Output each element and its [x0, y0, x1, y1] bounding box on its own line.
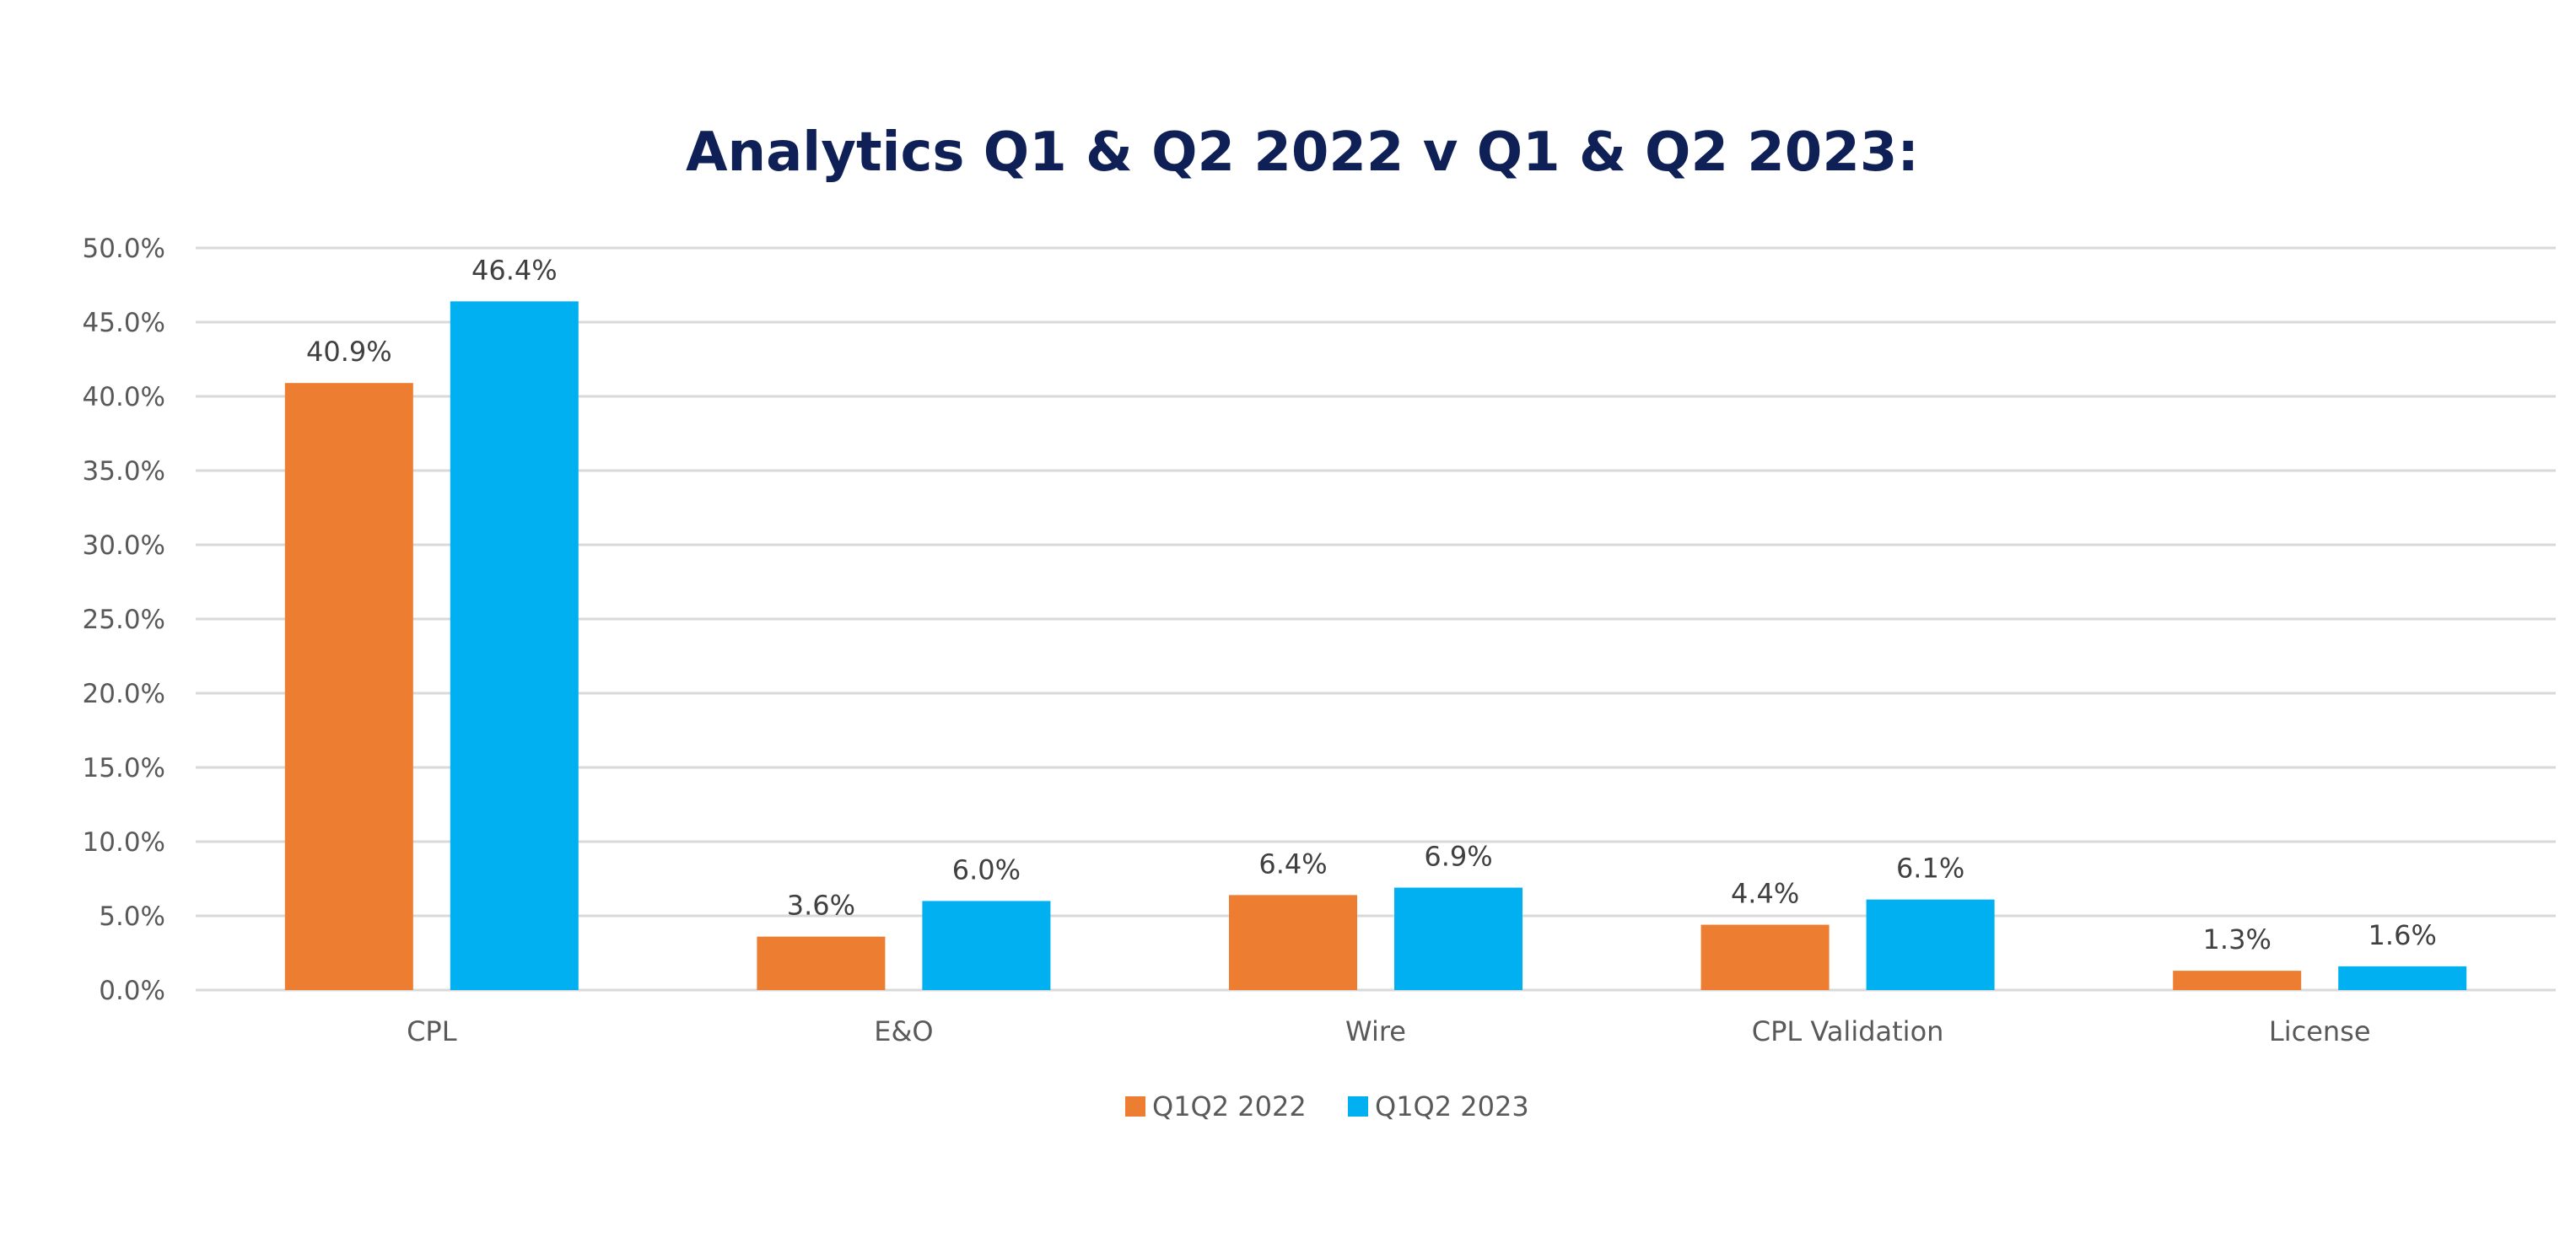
data-labels: 40.9% 46.4% 3.6% 6.0% 6.4% 6.9% 4.4% 6.1% 1.3% 1.…	[306, 254, 2437, 955]
y-tick-label: 50.0%	[83, 234, 165, 264]
y-axis-ticks: 0.0% 5.0% 10.0% 15.0% 20.0% 25.0% 30.0% 35.0% 40…	[83, 234, 165, 1006]
bar-q1q2-2023	[922, 901, 1051, 990]
y-tick-label: 5.0%	[99, 902, 165, 932]
bar-q1q2-2023	[1394, 887, 1522, 990]
bar-q1q2-2023	[1866, 899, 1995, 990]
bar-q1q2-2022	[284, 383, 413, 990]
data-label: 4.4%	[1731, 878, 1799, 910]
bar-q1q2-2022	[2173, 971, 2302, 990]
legend-swatch	[1348, 1096, 1368, 1117]
bars	[284, 301, 2467, 990]
y-tick-label: 10.0%	[83, 827, 165, 858]
bar-q1q2-2022	[757, 936, 886, 990]
y-tick-label: 40.0%	[83, 382, 165, 412]
data-label: 46.4%	[472, 254, 558, 286]
bar-q1q2-2022	[1229, 895, 1357, 990]
category-label: CPL Validation	[1752, 1015, 1944, 1047]
legend-label: Q1Q2 2022	[1152, 1090, 1307, 1122]
y-tick-label: 15.0%	[83, 753, 165, 783]
gridlines	[196, 246, 2556, 992]
category-label: CPL	[407, 1015, 457, 1047]
data-label: 6.1%	[1896, 853, 1964, 885]
category-label: E&O	[874, 1015, 933, 1047]
bar-q1q2-2023	[450, 301, 579, 990]
x-axis-categories: CPL E&O Wire CPL Validation License	[407, 1015, 2370, 1047]
y-tick-label: 20.0%	[83, 679, 165, 709]
y-tick-label: 45.0%	[83, 308, 165, 338]
data-label: 6.4%	[1258, 848, 1327, 880]
y-tick-label: 25.0%	[83, 605, 165, 635]
category-label: Wire	[1345, 1015, 1406, 1047]
data-label: 6.0%	[952, 853, 1021, 885]
bar-q1q2-2023	[2338, 966, 2467, 990]
data-label: 3.6%	[787, 890, 855, 922]
chart-title: Analytics Q1 & Q2 2022 v Q1 & Q2 2023:	[686, 121, 1919, 184]
legend-label: Q1Q2 2023	[1375, 1090, 1529, 1122]
bar-q1q2-2022	[1700, 924, 1830, 990]
y-tick-label: 35.0%	[83, 456, 165, 487]
data-label: 1.6%	[2369, 919, 2437, 951]
legend-swatch	[1125, 1096, 1145, 1117]
legend: Q1Q2 2022 Q1Q2 2023	[1125, 1090, 1529, 1122]
data-label: 40.9%	[306, 336, 392, 368]
data-label: 6.9%	[1424, 841, 1492, 873]
category-label: License	[2269, 1015, 2371, 1047]
data-label: 1.3%	[2203, 923, 2272, 955]
y-tick-label: 0.0%	[99, 976, 165, 1006]
y-tick-label: 30.0%	[83, 530, 165, 561]
